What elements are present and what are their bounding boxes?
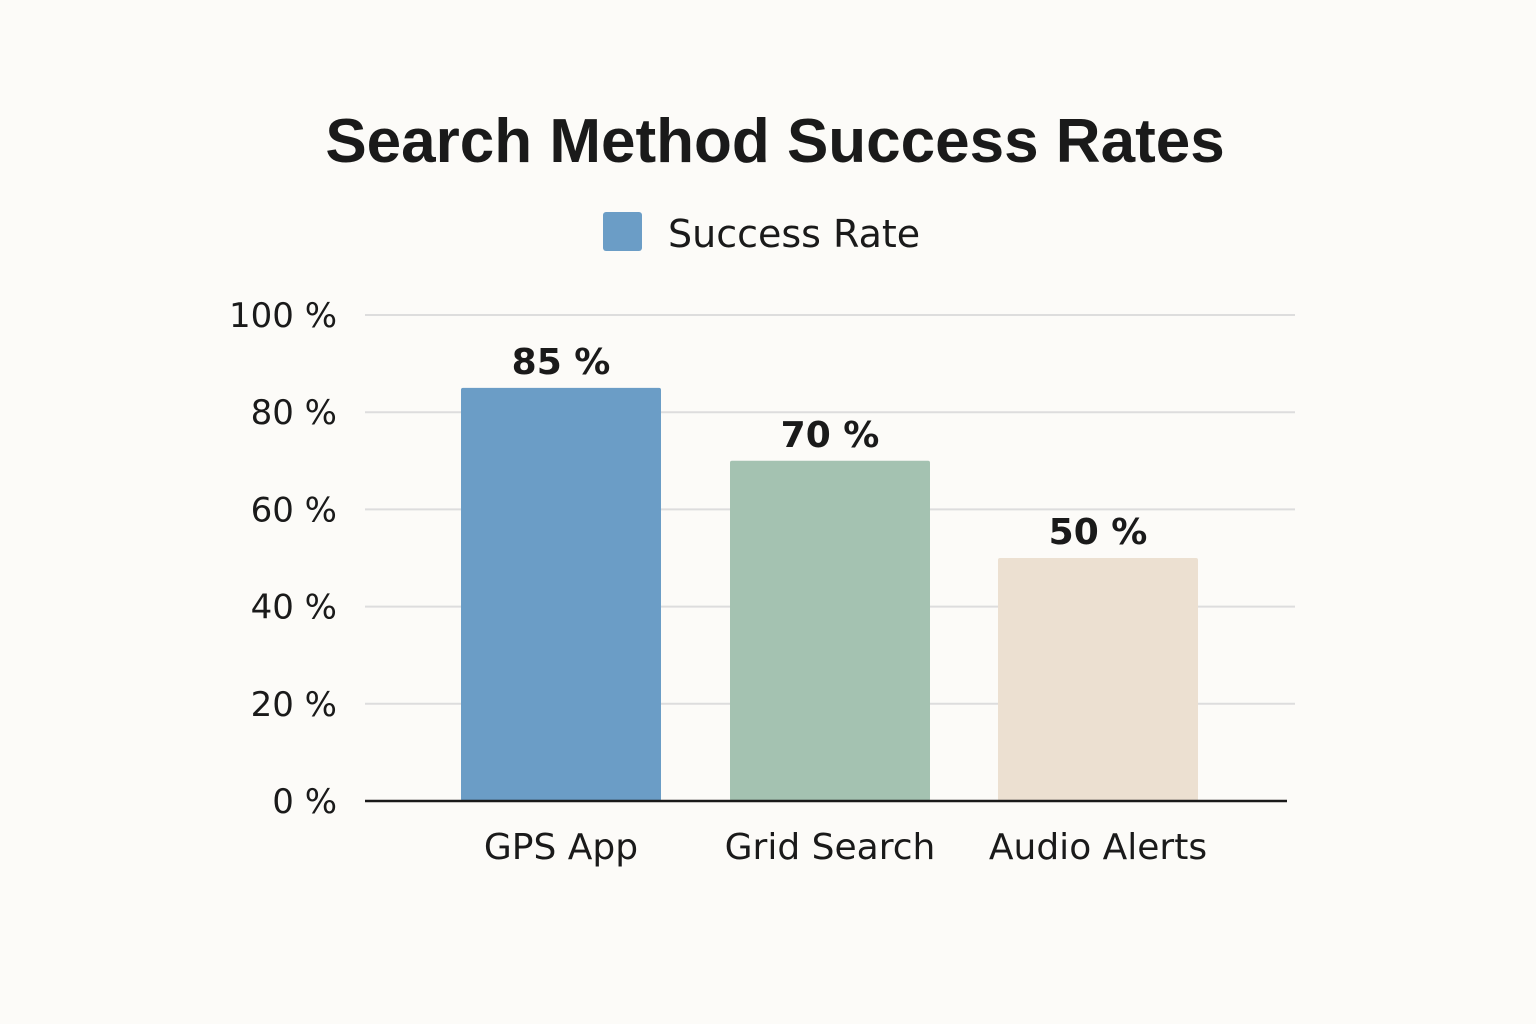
x-tick-label: GPS App	[484, 827, 638, 868]
bar-grid-search	[730, 460, 930, 801]
y-tick-label: 60 %	[251, 490, 337, 530]
bars	[461, 387, 1198, 801]
y-tick-label: 100 %	[229, 296, 337, 336]
y-axis-ticks: 0 % 20 % 40 % 60 % 80 % 100 %	[229, 296, 337, 822]
y-tick-label: 80 %	[251, 393, 337, 433]
data-labels: 85 % 70 % 50 %	[512, 342, 1148, 553]
data-label: 50 %	[1049, 512, 1148, 553]
y-tick-label: 0 %	[272, 782, 337, 822]
chart-title: Search Method Success Rates	[325, 107, 1224, 176]
x-axis-labels: GPS App Grid Search Audio Alerts	[484, 827, 1207, 868]
y-tick-label: 20 %	[251, 685, 337, 725]
bar-gps-app	[461, 387, 661, 801]
y-tick-label: 40 %	[251, 588, 337, 628]
data-label: 85 %	[512, 342, 611, 383]
legend: Success Rate	[603, 212, 920, 256]
legend-swatch	[603, 212, 642, 251]
bar-audio-alerts	[998, 558, 1198, 801]
x-tick-label: Grid Search	[725, 827, 936, 868]
legend-label: Success Rate	[668, 212, 920, 256]
x-tick-label: Audio Alerts	[989, 827, 1207, 868]
data-label: 70 %	[781, 415, 880, 456]
